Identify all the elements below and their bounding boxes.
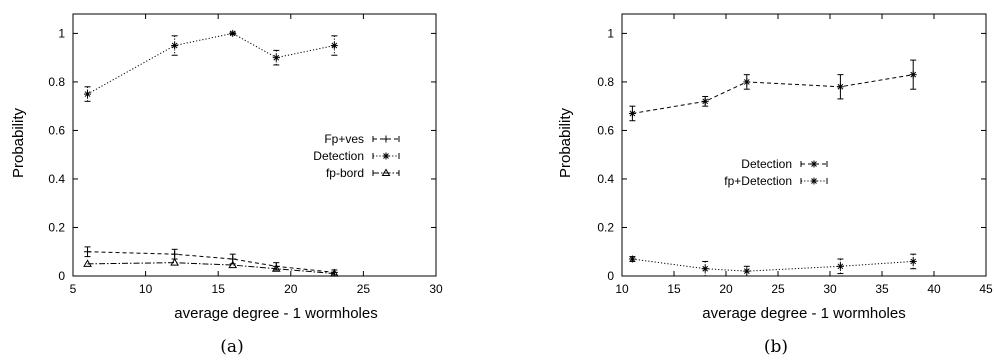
panel-b-xtick-label: 35	[875, 282, 889, 296]
panel-a-ylabel: Probability	[10, 107, 27, 178]
panel-b-series-0	[628, 59, 917, 122]
panel-b-ytick-label: 0	[607, 269, 614, 283]
panel-b-data-point	[628, 255, 636, 263]
panel-b-legend-sample	[800, 177, 828, 185]
panel-b-xtick-label: 25	[771, 282, 785, 296]
panel-a-series-line	[87, 32, 335, 95]
panel-b-data-point	[909, 71, 917, 79]
panel-a-ytick-label: 0.4	[48, 172, 65, 186]
panel-b-xtick-label: 45	[979, 282, 993, 296]
panel-b-ytick-label: 0.2	[597, 220, 614, 234]
panel-a-error-bar	[171, 35, 178, 56]
panel-a-xtick-label: 20	[284, 282, 298, 296]
panel-b-xtick-label: 30	[823, 282, 837, 296]
panel-a-data-point	[84, 248, 92, 256]
panel-a-plot: 5 10 15 20 25 30 0 0.2 0.4 0.6 0.8 1 Fp+ves Detection…	[48, 13, 443, 296]
panel-a-data-point	[84, 90, 92, 98]
panel-a-legend-sample	[372, 168, 400, 176]
panel-b-data-point	[628, 109, 636, 117]
panel-b-data-point	[909, 257, 917, 265]
panel-b-error-bar	[702, 260, 709, 277]
panel-b-ytick-label: 0.6	[597, 123, 614, 137]
panel-b-ytick-label: 1	[607, 26, 614, 40]
panel-a-series-0	[84, 246, 338, 276]
panel-b-xtick-label: 20	[719, 282, 733, 296]
panel-a-xlabel: average degree - 1 wormholes	[174, 305, 377, 322]
panel-a-legend-marker	[381, 168, 391, 176]
panel-b-error-bar	[837, 258, 844, 275]
panel-b-xtick-label: 10	[615, 282, 629, 296]
panel-a-legend-marker	[382, 135, 390, 143]
panel-a-data-point	[272, 54, 280, 62]
panel-b-series-1	[628, 253, 917, 277]
panel-a-legend-label: Fp+ves	[324, 132, 364, 146]
panel-a-ytick-label: 0.6	[48, 123, 65, 137]
panel-b-legend-label: Detection	[741, 157, 792, 171]
panel-b-legend-marker	[810, 160, 818, 168]
panel-b-data-point	[701, 97, 709, 105]
panel-b-data-point	[743, 78, 751, 86]
panel-b-data-point	[743, 267, 751, 275]
panel-a-data-point	[171, 250, 179, 258]
panel-a-xtick-label: 25	[357, 282, 371, 296]
panel-a-xtick-label: 15	[212, 282, 226, 296]
panel-b-legend-sample	[800, 160, 828, 168]
panel-b-xtick-label: 15	[667, 282, 681, 296]
panel-a-xtick-label: 10	[139, 282, 153, 296]
panel-a-error-bar	[84, 86, 91, 102]
panel-a-data-point	[330, 42, 338, 50]
panel-a-ytick-label: 0.2	[48, 220, 65, 234]
panel-b-ylabel: Probability	[557, 107, 574, 178]
panel-a-series-1	[84, 29, 338, 102]
panel-a-ytick-label: 0	[58, 269, 65, 283]
panel-a-data-point	[271, 264, 281, 272]
panel-a-legend-sample	[372, 152, 400, 160]
panel-a-series-line	[87, 251, 335, 273]
panel-b-error-bar	[910, 253, 917, 270]
panel-a-data-point	[171, 42, 179, 50]
panel-b-ytick-label: 0.4	[597, 172, 614, 186]
panel-a-error-bar	[331, 35, 338, 56]
panel-a-data-point	[229, 29, 237, 37]
panel-b-legend-marker	[810, 177, 818, 185]
panel-a-legend-marker	[382, 152, 390, 160]
panel-b-data-point	[836, 83, 844, 91]
panel-b-data-point	[836, 262, 844, 270]
panel-b-series-line	[632, 74, 914, 114]
panel-a-series-2	[83, 258, 339, 277]
panel-b-frame	[621, 13, 987, 277]
panel-b-data-point	[701, 265, 709, 273]
panel-a-data-point	[170, 258, 180, 266]
panel-b-ytick-label: 0.8	[597, 75, 614, 89]
panel-a-xtick-label: 30	[429, 282, 443, 296]
panel-a-legend-label: fp-bord	[326, 166, 364, 180]
panel-a-series-line	[87, 262, 335, 275]
panel-a-legend-label: Detection	[313, 149, 364, 163]
panel-b-xtick-label: 40	[927, 282, 941, 296]
panel-a-xtick-label: 5	[70, 282, 77, 296]
panel-b-legend-label: fp+Detection	[724, 174, 792, 188]
panel-a-ytick-label: 0.8	[48, 75, 65, 89]
panel-a-legend-sample	[372, 135, 400, 143]
panel-b-series-line	[632, 258, 914, 272]
panel-b-error-bar	[743, 265, 750, 277]
panel-a-caption: (a)	[220, 337, 243, 357]
panel-b-xlabel: average degree - 1 wormholes	[702, 305, 905, 322]
panel-a-frame	[72, 13, 437, 277]
panel-a-ytick-label: 1	[58, 26, 65, 40]
panel-a-data-point	[329, 269, 339, 277]
panel-a-data-point	[83, 259, 92, 267]
panel-a-data-point	[228, 260, 238, 269]
panel-b-plot: 10 15 20 25 30 35 40 45 0 0.2 0.4 0.6 0.8 1 Detection f…	[597, 13, 993, 296]
panel-b-caption: (b)	[764, 337, 788, 357]
panel-a-error-bar	[273, 49, 280, 66]
